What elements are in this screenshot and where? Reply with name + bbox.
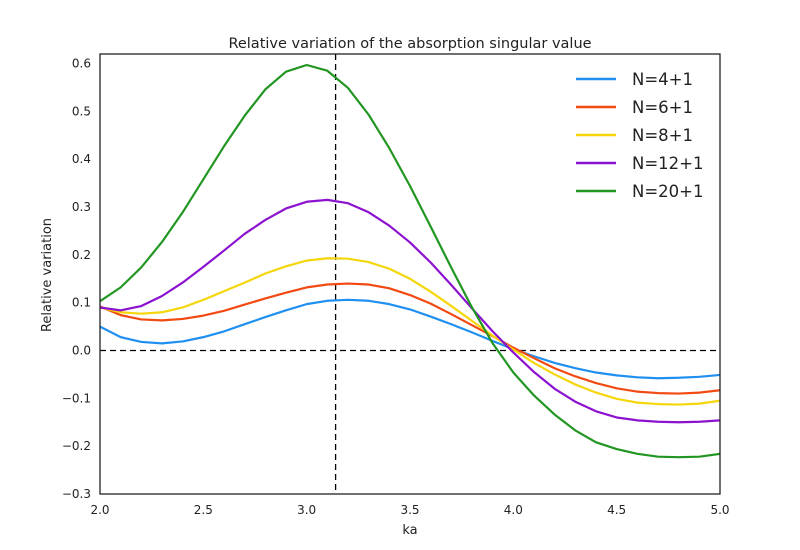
plot-frame (99, 53, 721, 495)
y-tick-label: 0.0 (72, 344, 91, 358)
x-axis-title: ka (402, 523, 417, 538)
y-axis-title: Relative variation (40, 218, 55, 332)
chart-title: Relative variation of the absorption sin… (228, 36, 591, 52)
x-tick-label: 3.5 (400, 503, 419, 517)
series-line-4 (100, 198, 720, 424)
x-tick-label: 3.0 (297, 503, 316, 517)
y-tick-label: 0.4 (72, 152, 91, 166)
legend-label-3: N=8+1 (632, 126, 693, 145)
legend-label-1: N=4+1 (632, 70, 693, 89)
legend: N=4+1 N=6+1 N=8+1 N=12+1 N=20+1 (576, 70, 704, 201)
plot-background (100, 54, 720, 494)
legend-label-4: N=12+1 (632, 154, 704, 173)
series-line-5 (100, 63, 720, 459)
y-tick-label: 0.5 (72, 104, 91, 118)
x-tick-label: 5.0 (710, 503, 729, 517)
series-line-2 (100, 282, 720, 395)
axis-ticks: 2.0 2.5 3.0 3.5 4.0 4.5 5.0 −0.3 −0.2 −0.1 0.0 0.1 0… (62, 57, 730, 517)
series-line-1 (100, 298, 720, 380)
y-tick-label: −0.3 (62, 487, 91, 501)
y-tick-label: −0.2 (62, 439, 91, 453)
y-tick-label: 0.3 (72, 200, 91, 214)
x-tick-label: 2.0 (90, 503, 109, 517)
x-tick-label: 2.5 (194, 503, 213, 517)
x-tick-label: 4.0 (504, 503, 523, 517)
x-tick-label: 4.5 (607, 503, 626, 517)
y-tick-label: 0.2 (72, 248, 91, 262)
series-line-3 (100, 257, 720, 406)
y-tick-label: 0.1 (72, 296, 91, 310)
y-tick-label: −0.1 (62, 391, 91, 405)
y-tick-label: 0.6 (72, 57, 91, 71)
plot-area (99, 53, 721, 495)
legend-label-2: N=6+1 (632, 98, 693, 117)
legend-label-5: N=20+1 (632, 182, 704, 201)
